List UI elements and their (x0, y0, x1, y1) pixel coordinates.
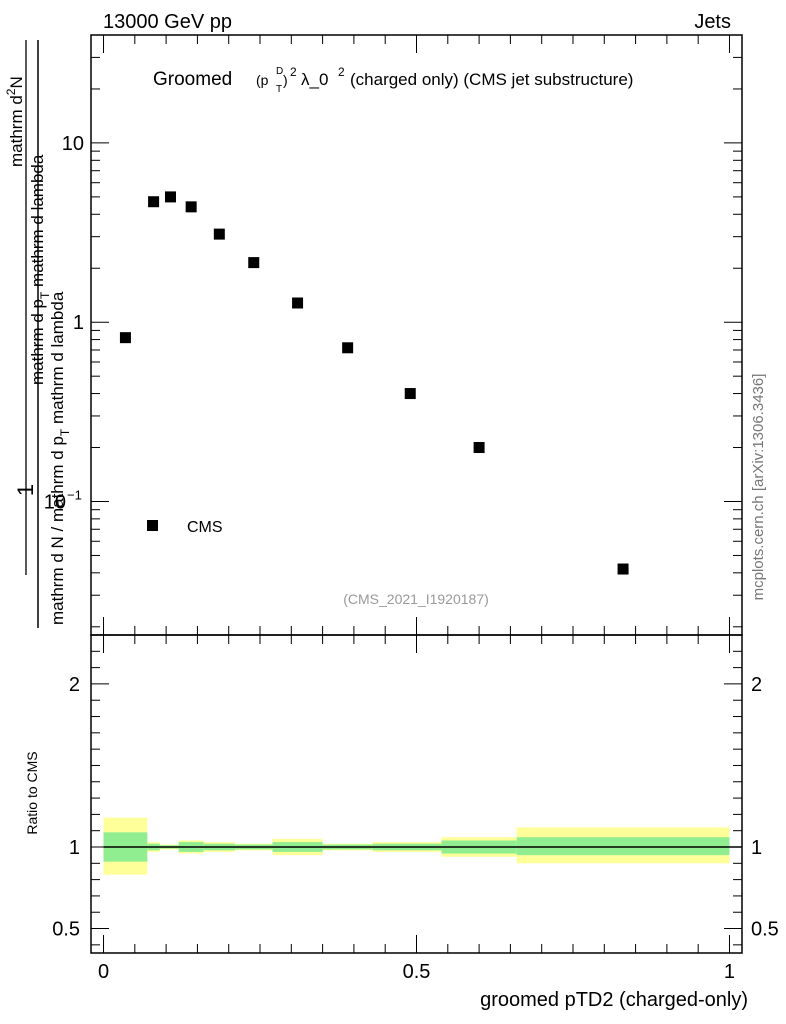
title-p-open: (p (256, 72, 269, 88)
upper-y-label: 1 mathrm d N / mathrm d pT mathrm d lamb… (4, 40, 72, 628)
xtick-label: 1 (724, 961, 735, 983)
ylabel-inner-den-text: mathrm d p (28, 299, 47, 385)
data-point (404, 388, 416, 400)
ratio-band-inner (516, 837, 730, 856)
analysis-tag: (CMS_2021_I1920187) (343, 591, 489, 607)
ylabel-outer-den-tail: mathrm d lambda (48, 291, 67, 429)
xtick-label: 0 (98, 961, 109, 983)
ylabel-inner-num: mathrm d2N (4, 76, 26, 167)
data-point (473, 442, 485, 454)
upper-ytick-label: 10 (44, 491, 66, 513)
data-point (292, 297, 304, 309)
ylabel-outer-den: mathrm d N / mathrm d pT mathrm d lambda (48, 291, 72, 625)
lower-ytick-label-right: 0.5 (751, 919, 779, 941)
ratio-y-label: Ratio to CMS (24, 751, 40, 834)
ylabel-inner-den: mathrm d pT mathrm d lambda (28, 154, 52, 385)
title-prefix: Groomed (153, 69, 232, 90)
ylabel-inner-den-sub: T (38, 291, 52, 299)
data-point (617, 563, 629, 575)
lower-ytick-label-right: 2 (751, 674, 762, 696)
ylabel-inner-den-tail: mathrm d lambda (28, 154, 47, 292)
header-energy: 13000 GeV pp (103, 11, 232, 33)
upper-panel-frame (90, 34, 743, 636)
data-point (213, 228, 225, 240)
ylabel-inner-num-text: mathrm d (7, 95, 26, 167)
lower-ytick-label-left: 0.5 (52, 919, 80, 941)
title-paren-sup: 2 (290, 65, 297, 79)
data-point (248, 257, 260, 269)
title-p-close: ) (283, 72, 288, 88)
xtick-label: 0.5 (403, 961, 431, 983)
title-suffix: λ_0 (301, 70, 328, 89)
title-suffix-sup: 2 (338, 65, 345, 79)
ratio-bands (103, 817, 730, 875)
data-point (164, 191, 176, 203)
plot-title: Groomed (153, 69, 232, 90)
lower-ytick-label-right: 1 (751, 837, 762, 859)
data-point (148, 196, 160, 208)
upper-ytick-label: 10 (62, 133, 84, 155)
x-axis-label: groomed pTD2 (charged-only) (480, 989, 748, 1011)
ylabel-outer-den-text: mathrm d N / mathrm d p (48, 436, 67, 625)
lower-ytick-label-left: 1 (69, 837, 80, 859)
legend-label: CMS (187, 519, 223, 536)
lower-axis-ticks: 0 0.5 1 2 2 1 1 0.5 0.5 (52, 35, 779, 983)
title-p-sub: T (276, 84, 282, 95)
data-point (342, 342, 354, 354)
data-point (185, 201, 197, 213)
lower-ytick-label-left: 2 (69, 674, 80, 696)
watermark: mcplots.cern.ch [arXiv:1306.3436] (750, 374, 767, 601)
upper-ytick-label-exponent: −1 (67, 487, 82, 502)
lower-panel-frame (90, 634, 743, 954)
upper-ytick-label: 1 (73, 312, 84, 334)
ylabel-inner-num-sup: 2 (4, 88, 18, 95)
data-point (119, 332, 131, 344)
legend-marker (147, 520, 158, 531)
title-p-sup: D (276, 66, 283, 77)
ylabel-inner-num-tail: N (7, 76, 26, 88)
title-tail: (charged only) (CMS jet substructure) (350, 70, 633, 89)
ylabel-outer-den-sub: T (58, 428, 72, 436)
header-jets: Jets (694, 11, 731, 33)
data-points (119, 191, 629, 575)
